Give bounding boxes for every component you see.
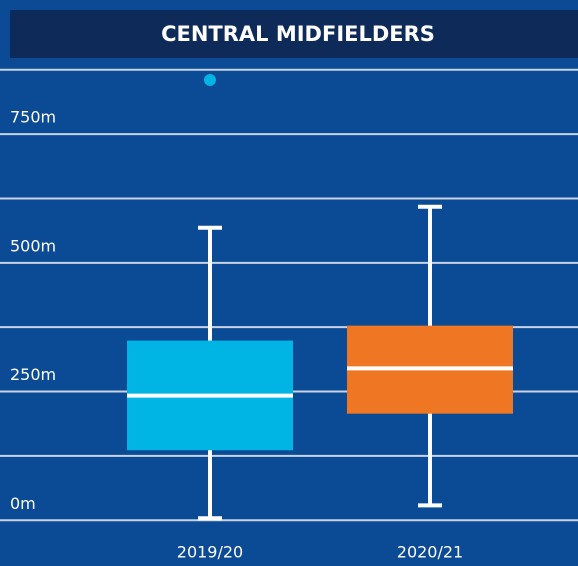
- y-tick-label: 0m: [10, 494, 36, 513]
- chart-title: CENTRAL MIDFIELDERS: [161, 22, 435, 46]
- x-tick-label: 2019/20: [177, 543, 243, 562]
- y-tick-label: 750m: [10, 108, 56, 127]
- x-tick-label: 2020/21: [397, 543, 463, 562]
- header: [10, 10, 578, 58]
- y-tick-label: 250m: [10, 365, 56, 384]
- y-tick-label: 500m: [10, 236, 56, 255]
- outlier: [204, 74, 216, 87]
